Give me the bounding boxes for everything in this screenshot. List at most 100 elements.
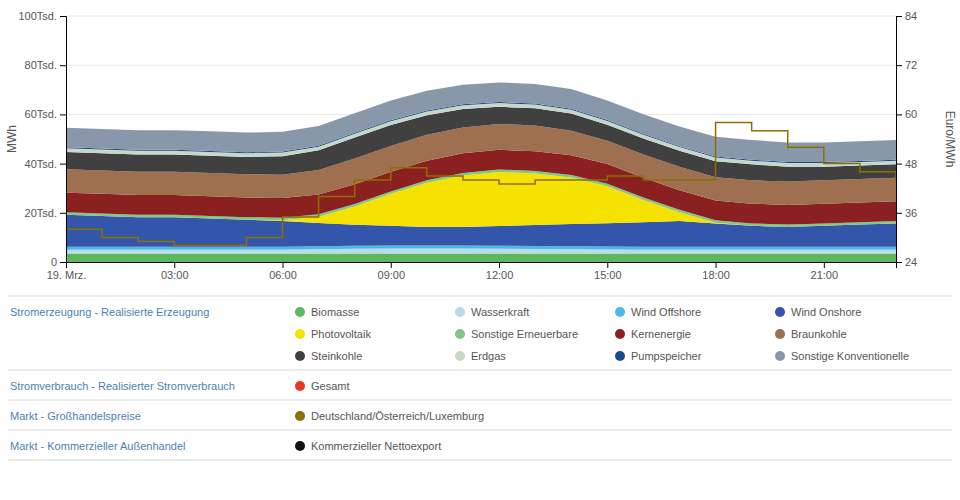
tick: 03:00 [161,262,189,281]
legend-label: Gesamt [311,380,350,392]
tick: 0 [51,256,66,268]
legend-separator [8,296,952,297]
tick-mark [60,262,66,263]
tick-label: 18:00 [702,269,730,281]
tick: 80Tsd. [25,59,66,71]
tick-label: 19. Mrz. [47,269,87,281]
tick: 21:00 [811,262,839,281]
tick: 84 [896,10,917,22]
tick-label: 72 [905,59,917,71]
legend-swatch [775,351,785,361]
tick-label: 12:00 [486,269,514,281]
y2-axis: 24 36 48 60 72 84 [896,10,917,268]
legend-item: Sonstige Erneuerbare [455,328,578,340]
tick-label: 20Tsd. [25,207,57,219]
tick: 20Tsd. [25,207,66,219]
grid-line [66,16,896,17]
tick: 18:00 [702,262,730,281]
axis-line [67,263,897,269]
legend-label: Kernenergie [631,328,691,340]
legend-label: Photovoltaik [311,328,371,340]
legend-item: Steinkohle [295,350,362,362]
tick-mark [896,164,902,165]
legend-label: Erdgas [471,350,506,362]
legend-section-title: Stromverbrauch - Realisierter Stromverbr… [10,380,235,392]
axis-line [897,17,903,263]
legend-swatch [615,307,625,317]
legend-separator [8,400,952,401]
tick-mark [499,262,500,268]
legend: Stromerzeugung - Realisierte Erzeugung Bi… [8,296,952,460]
tick-mark [607,262,608,268]
chart: 19. Mrz. 03:00 06:00 09:00 12:00 15:00 18:00 21… [0,0,960,500]
legend-label: Sonstige Erneuerbare [471,328,578,340]
legend-section-title: Markt - Großhandelspreise [10,410,141,422]
legend-label: Pumpspeicher [631,350,702,362]
plot-area [66,82,896,262]
legend-swatch [455,329,465,339]
legend-label: Sonstige Konventionelle [791,350,909,362]
axis-line [60,17,67,263]
tick-mark [60,213,66,214]
y-axis: 0 20Tsd. 40Tsd. 60Tsd. 80Tsd. 100Tsd. [18,10,66,268]
tick: 12:00 [486,262,514,281]
grid-line [66,65,896,66]
tick-label: 06:00 [269,269,297,281]
legend-separator [8,460,952,461]
legend-separator [8,370,952,371]
x-axis: 19. Mrz. 03:00 06:00 09:00 12:00 15:00 18:00 21… [47,262,897,281]
tick: 100Tsd. [18,10,66,22]
legend-item: Gesamt [295,380,350,392]
tick: 24 [896,256,917,268]
legend-item: Erdgas [455,350,506,362]
tick-mark [60,114,66,115]
legend-item: Photovoltaik [295,328,371,340]
legend-label: Braunkohle [791,328,847,340]
legend-label: Deutschland/Österreich/Luxemburg [311,410,484,422]
tick-mark [716,262,717,268]
tick-label: 15:00 [594,269,622,281]
legend-item: Wasserkraft [455,306,529,318]
legend-section-title: Markt - Kommerzieller Außenhandel [10,440,185,452]
legend-item: Sonstige Konventionelle [775,350,909,362]
tick-label: 24 [905,256,917,268]
tick-mark [391,262,392,268]
legend-section-title: Stromerzeugung - Realisierte Erzeugung [10,306,209,318]
tick-mark [896,262,902,263]
legend-swatch [775,307,785,317]
tick-label: 60 [905,108,917,120]
legend-swatch [775,329,785,339]
tick: 36 [896,207,917,219]
tick-label: 40Tsd. [25,158,57,170]
tick-label: 03:00 [161,269,189,281]
y2-axis-title: Euro/MWh [943,111,957,168]
legend-item: Deutschland/Österreich/Luxemburg [295,410,484,422]
tick-mark [896,16,902,17]
tick: 15:00 [594,262,622,281]
legend-swatch [455,307,465,317]
tick-label: 36 [905,207,917,219]
tick-mark [896,114,902,115]
tick-label: 84 [905,10,917,22]
tick-mark [824,262,825,268]
legend-item: Wind Offshore [615,306,701,318]
grid [66,16,896,262]
tick-mark [896,65,902,66]
legend-label: Wasserkraft [471,306,529,318]
legend-swatch [295,351,305,361]
legend-item: Biomasse [295,306,359,318]
area [66,82,896,162]
tick-mark [174,262,175,268]
tick: 60Tsd. [25,108,66,120]
y-axis-title: MWh [5,125,19,153]
legend-label: Wind Offshore [631,306,701,318]
tick: 06:00 [269,262,297,281]
tick: 48 [896,158,917,170]
legend-swatch [295,381,305,391]
tick: 40Tsd. [25,158,66,170]
legend-swatch [295,441,305,451]
tick-label: 48 [905,158,917,170]
tick-label: 0 [51,256,57,268]
tick: 09:00 [378,262,406,281]
tick-mark [60,65,66,66]
